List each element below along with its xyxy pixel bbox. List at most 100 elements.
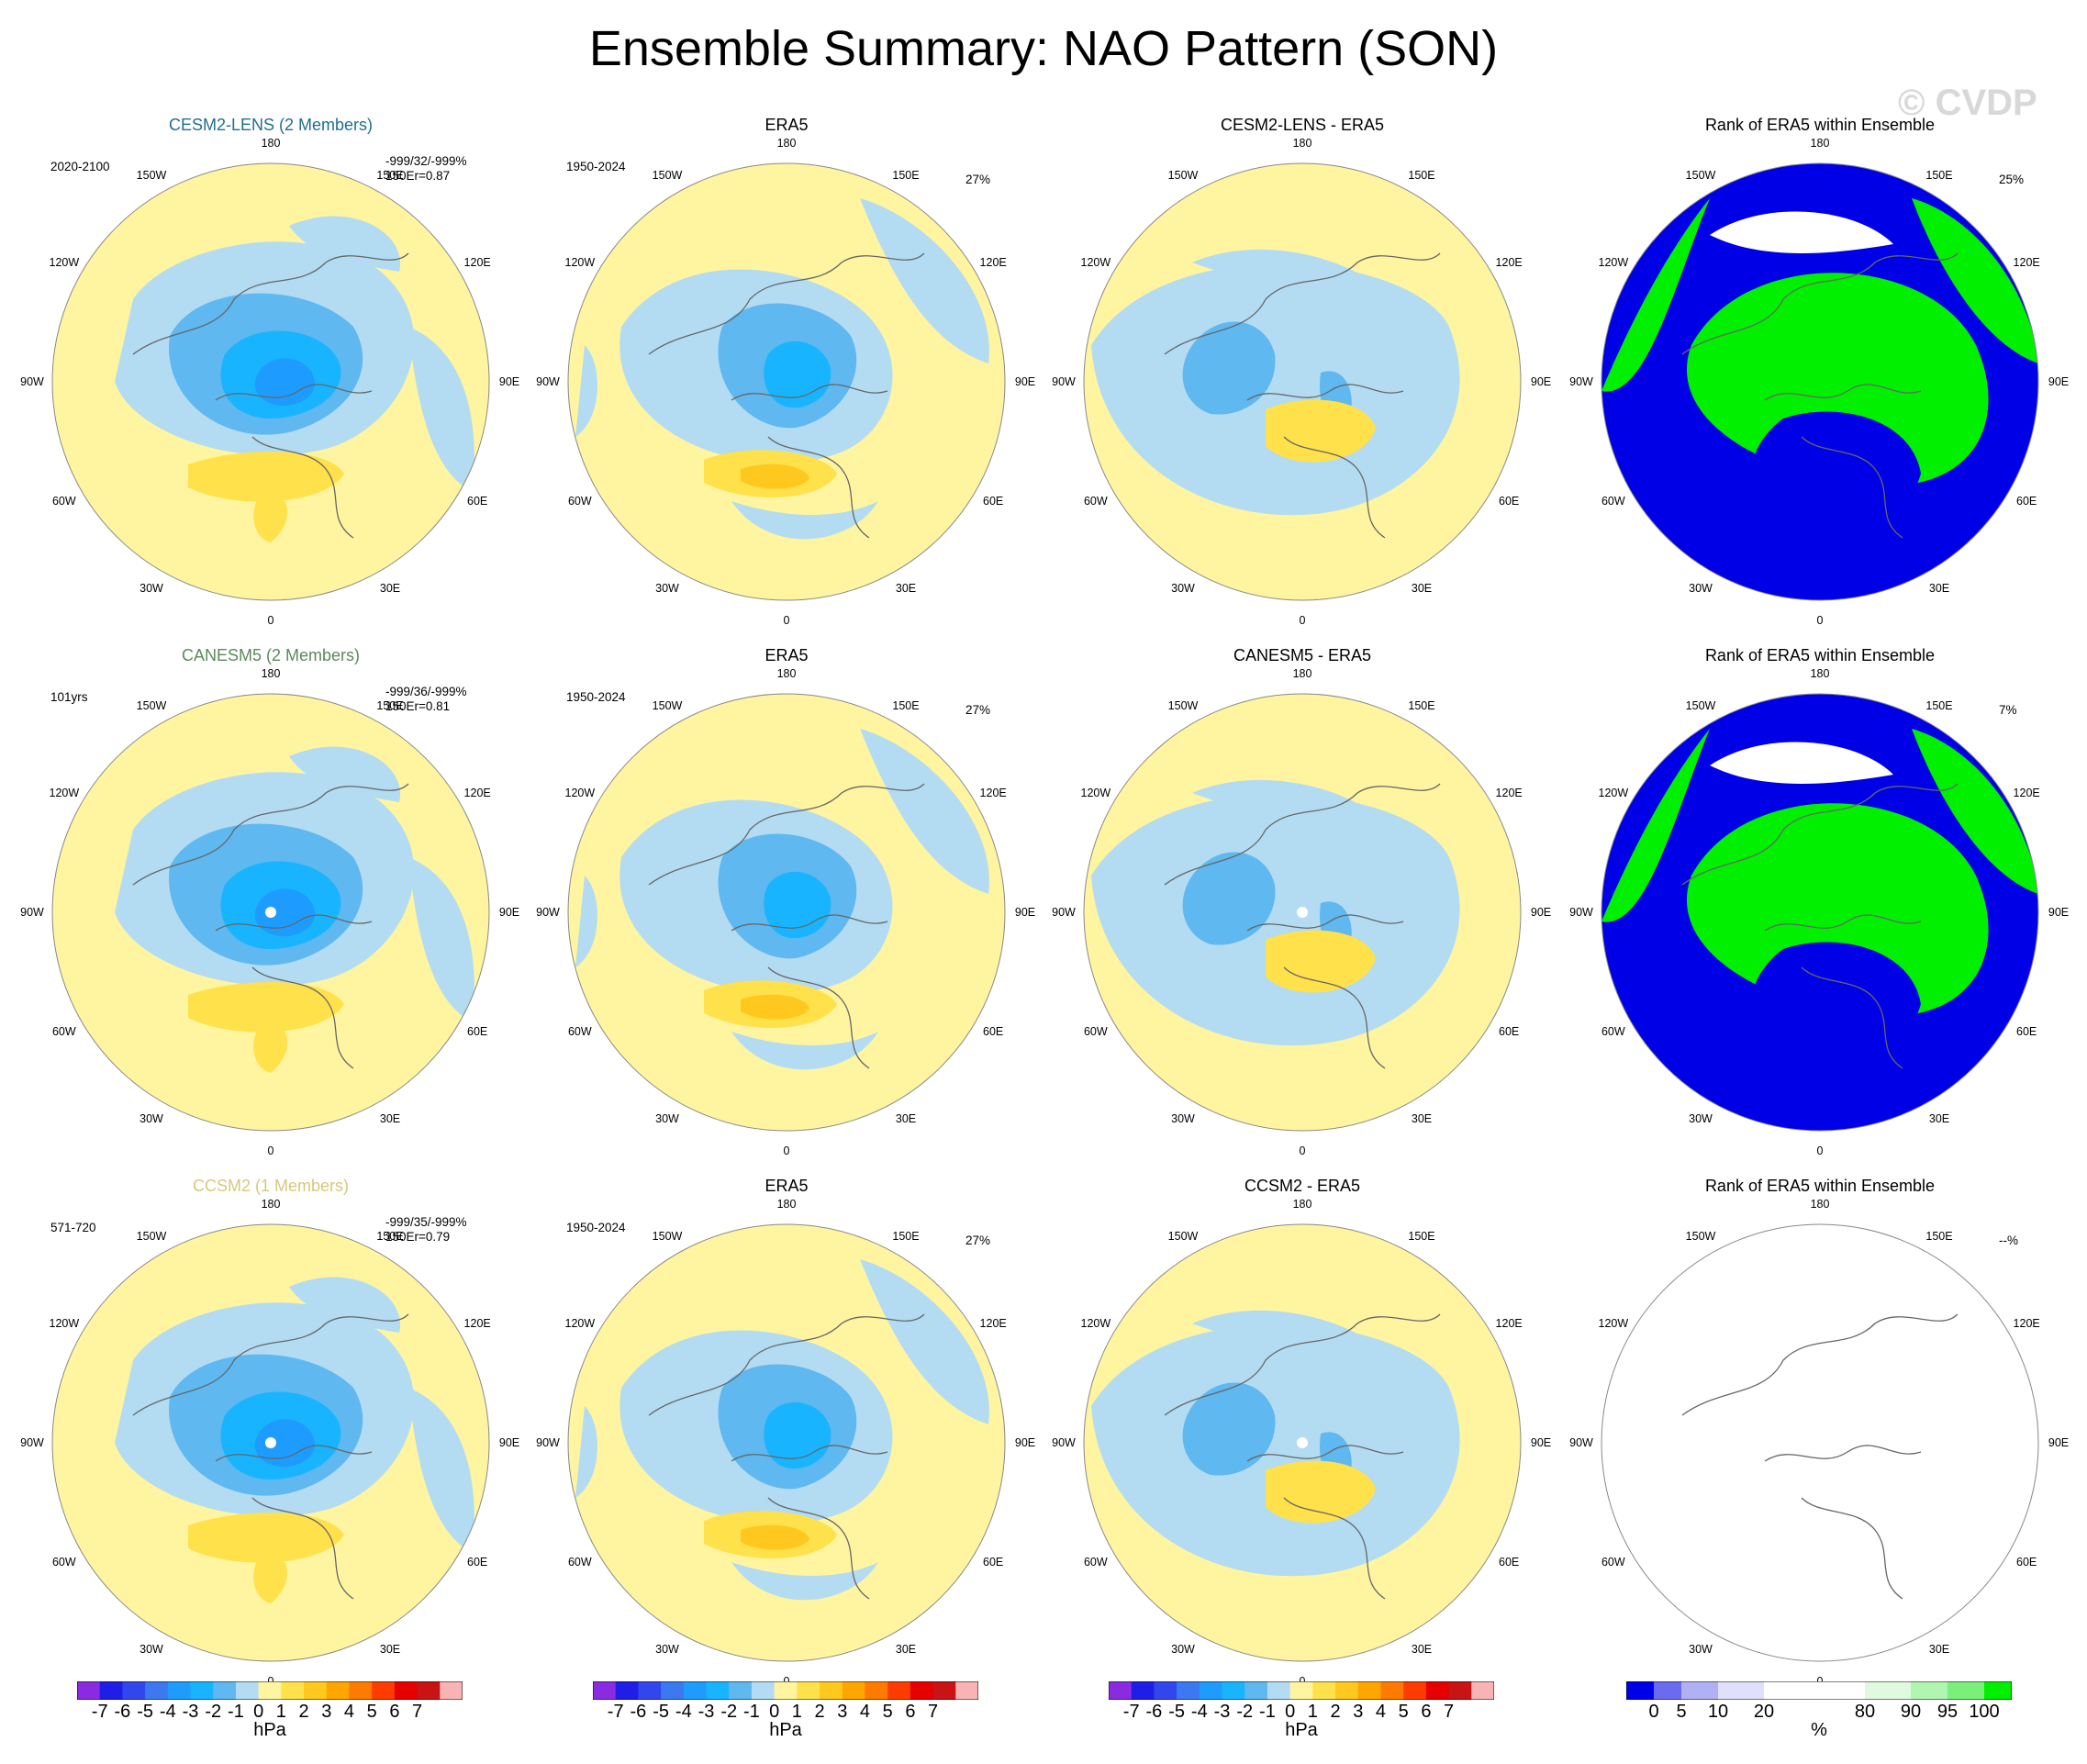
map-field-obs xyxy=(568,163,1005,600)
contour-region xyxy=(254,358,316,407)
colorbar-swatch xyxy=(1984,1681,2012,1700)
colorbar-swatch xyxy=(1335,1681,1359,1700)
contour-region xyxy=(1192,779,1394,830)
map-border xyxy=(1601,1223,2039,1662)
longitude-label: 30W xyxy=(1171,582,1195,596)
colorbar-swatch xyxy=(1911,1681,1948,1700)
longitude-label: 30E xyxy=(379,1112,401,1126)
colorbar-tick: 3 xyxy=(321,1702,332,1722)
longitude-label: 180 xyxy=(1810,137,1830,150)
colorbar-swatch xyxy=(1471,1681,1494,1700)
longitude-label: 150E xyxy=(1408,1229,1435,1243)
longitude-label: 180 xyxy=(1292,667,1312,680)
colorbar-swatch xyxy=(281,1681,305,1700)
colorbar-swatch xyxy=(326,1681,350,1700)
stats-label: -999/32/-999% xyxy=(385,154,467,168)
contour-region xyxy=(253,491,288,542)
longitude-label: 60W xyxy=(51,1556,76,1569)
hpa-colorbar: -7 -6 -5 -4 -3 -2 -1 0 1 2 3 4 5 6 7 hPa xyxy=(1109,1681,1494,1746)
panel-title: CESM2-LENS (2 Members) xyxy=(168,116,374,134)
longitude-label: 120W xyxy=(564,787,596,799)
longitude-label: 30E xyxy=(379,582,401,596)
map-field-obs xyxy=(568,694,1005,1131)
longitude-label: 150E xyxy=(892,698,920,712)
map-border xyxy=(567,162,1006,601)
longitude-label: 120E xyxy=(2013,256,2040,269)
longitude-label: 150W xyxy=(136,698,167,712)
longitude-label: 150E xyxy=(892,168,920,182)
colorbar-tick: 3 xyxy=(837,1702,848,1722)
longitude-label: 180 xyxy=(261,667,281,680)
longitude-label: 0 xyxy=(783,614,790,627)
colorbar-tick: -7 xyxy=(91,1702,108,1722)
colorbar-tick: 4 xyxy=(859,1702,871,1722)
longitude-label: 180 xyxy=(1810,1198,1830,1211)
colorbar-tick: 0 xyxy=(253,1702,264,1722)
longitude-label: 180 xyxy=(261,137,281,150)
colorbar-tick: 10 xyxy=(1707,1702,1729,1722)
colorbar-tick: -4 xyxy=(675,1702,692,1722)
colorbar-tick: 7 xyxy=(928,1702,939,1722)
longitude-label: 60W xyxy=(51,495,76,508)
coastline xyxy=(1164,252,1441,539)
longitude-label: 180 xyxy=(776,667,797,680)
longitude-label: 180 xyxy=(261,1198,281,1211)
period-label: 101yrs xyxy=(50,690,88,704)
colorbar-tick: -1 xyxy=(743,1702,760,1722)
contour-region xyxy=(408,857,474,1022)
longitude-label: 60E xyxy=(467,495,488,508)
pole-marker xyxy=(1297,1437,1308,1448)
hpa-colorbar: -7 -6 -5 -4 -3 -2 -1 0 1 2 3 4 5 6 7 hPa xyxy=(77,1681,463,1746)
colorbar-tick: -6 xyxy=(630,1702,647,1722)
colorbar-tick: 1 xyxy=(275,1702,286,1722)
colorbar-swatch xyxy=(1380,1681,1404,1700)
colorbar-swatch xyxy=(1947,1681,1985,1700)
map-border xyxy=(1601,162,2039,601)
colorbar-swatch xyxy=(1357,1681,1381,1700)
colorbar-tick: 95 xyxy=(1936,1702,1959,1722)
colorbar-swatch xyxy=(842,1681,865,1700)
colorbar-swatch xyxy=(593,1681,617,1700)
longitude-label: 0 xyxy=(1299,1144,1306,1157)
map-border xyxy=(567,1223,1006,1662)
longitude-label: 30W xyxy=(655,1112,679,1126)
colorbar-tick: -1 xyxy=(1259,1702,1276,1722)
longitude-label: 60E xyxy=(983,495,1004,508)
contour-region xyxy=(254,888,316,937)
panel-title: Rank of ERA5 within Ensemble xyxy=(1704,116,1936,134)
map-border xyxy=(1083,693,1522,1132)
colorbar-swatch xyxy=(99,1681,123,1700)
colorbar-tick: 5 xyxy=(1398,1702,1409,1722)
colorbar-swatch xyxy=(1403,1681,1427,1700)
colorbar-swatch xyxy=(190,1681,214,1700)
colorbar-unit: hPa xyxy=(769,1720,802,1740)
colorbar-swatch xyxy=(349,1681,373,1700)
longitude-label: 30E xyxy=(1411,582,1433,596)
longitude-label: 30E xyxy=(1411,1643,1433,1657)
colorbar-swatch xyxy=(1131,1681,1155,1700)
colorbar-swatch xyxy=(1199,1681,1223,1700)
contour-region xyxy=(731,501,878,540)
colorbar-tick: 5 xyxy=(882,1702,893,1722)
colorbar-swatch xyxy=(1222,1681,1245,1700)
longitude-label: 150W xyxy=(1685,1229,1716,1243)
longitude-label: 60W xyxy=(1083,1556,1108,1569)
longitude-label: 120W xyxy=(49,256,80,269)
colorbar-swatch xyxy=(955,1681,978,1700)
coastline xyxy=(132,1313,409,1600)
colorbar-tick: 6 xyxy=(389,1702,400,1722)
colorbar-tick: -7 xyxy=(607,1702,624,1722)
longitude-label: 30W xyxy=(140,1112,163,1126)
colorbar-swatch xyxy=(1425,1681,1450,1700)
longitude-label: 120E xyxy=(2013,1317,2040,1330)
contour-region xyxy=(1182,321,1276,415)
colorbar-tick: 90 xyxy=(1900,1702,1922,1722)
colorbar-swatch xyxy=(304,1681,328,1700)
longitude-label: 60E xyxy=(1499,1556,1520,1569)
colorbar-tick: 5 xyxy=(366,1702,377,1722)
map-field-model xyxy=(52,163,489,600)
longitude-label: 90W xyxy=(1052,375,1076,388)
colorbar-tick: 20 xyxy=(1753,1702,1775,1722)
longitude-label: 60E xyxy=(467,1556,488,1569)
contour-region xyxy=(1084,464,1275,594)
